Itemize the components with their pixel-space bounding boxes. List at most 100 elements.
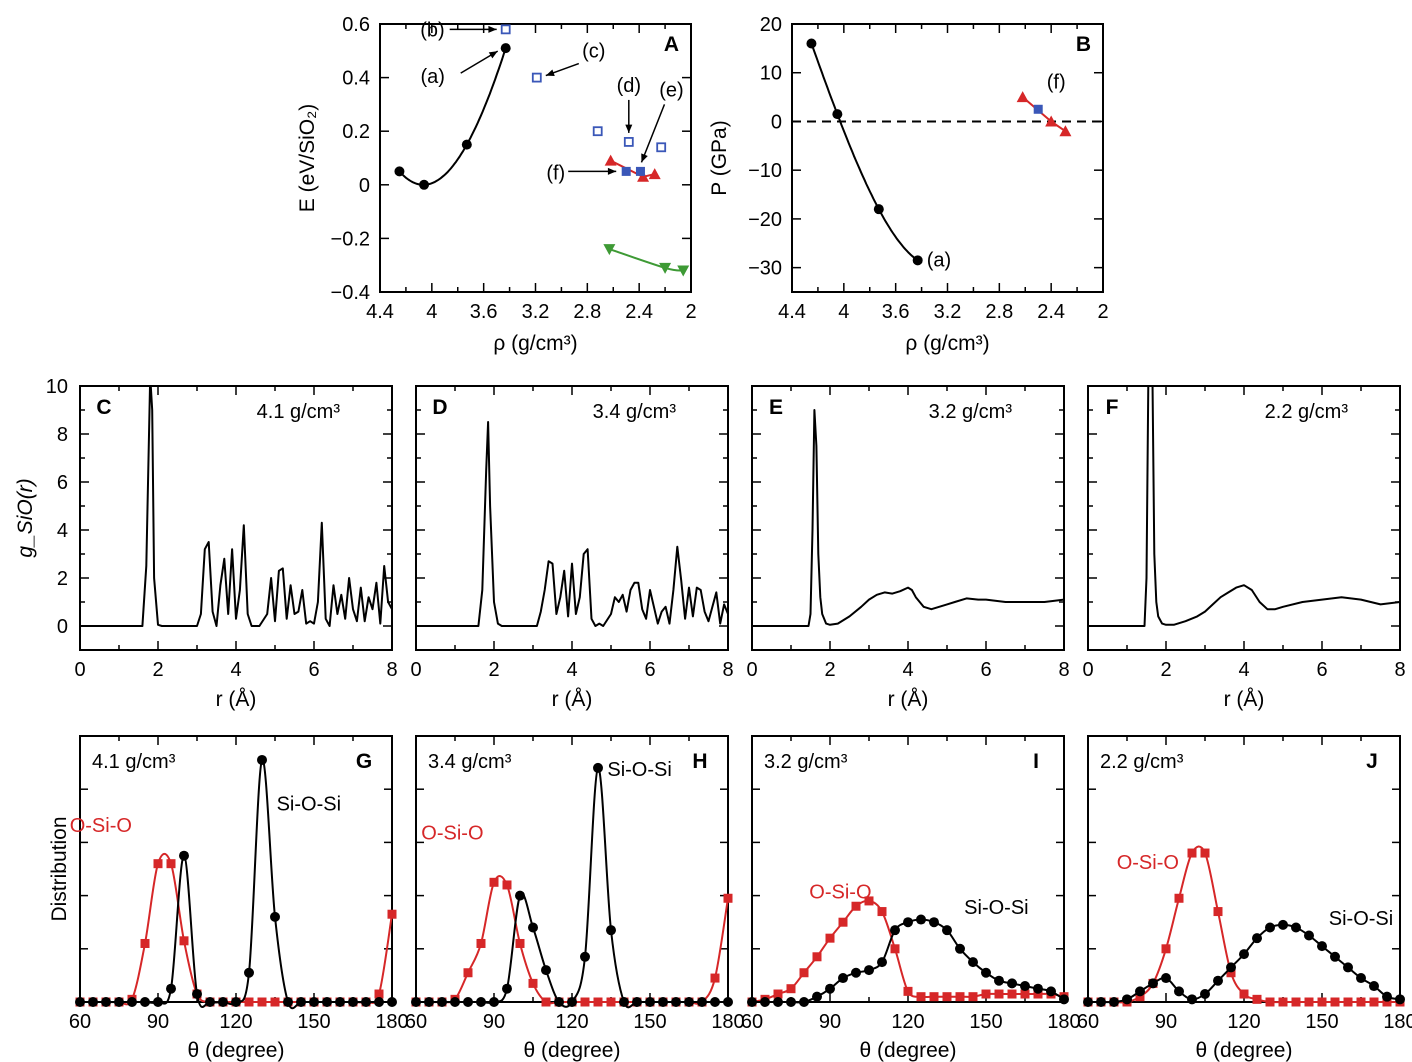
x-axis-label: r (Å): [216, 688, 257, 711]
y-tick-label: 10: [760, 63, 782, 85]
data-point: [309, 997, 319, 1007]
x-tick-label: 3.6: [470, 301, 498, 323]
data-point: [1317, 941, 1327, 952]
data-point: [1239, 949, 1249, 960]
data-point: [463, 968, 473, 978]
x-tick-label: 0: [74, 659, 85, 681]
data-point: [1161, 973, 1171, 984]
data-point: [981, 967, 991, 978]
y-tick-label: −10: [748, 160, 782, 182]
data-point: [697, 997, 707, 1007]
data-point: [515, 890, 525, 901]
data-point: [1252, 933, 1262, 944]
density-label: 4.1 g/cm³: [92, 751, 176, 773]
y-axis-label: g_SiO(r): [14, 478, 37, 557]
density-label: 4.1 g/cm³: [257, 401, 341, 423]
rdf-curve-group: [752, 409, 1064, 627]
x-tick-label: 2: [488, 659, 499, 681]
data-point: [476, 997, 486, 1007]
panel-label: B: [1076, 33, 1091, 56]
data-point: [916, 914, 926, 925]
data-point: [710, 973, 720, 983]
x-tick-label: 150: [969, 1011, 1002, 1033]
data-point: [489, 997, 499, 1007]
data-point: [1135, 986, 1145, 997]
data-point: [101, 997, 111, 1007]
data-point: [1174, 893, 1184, 903]
data-point: [773, 997, 783, 1007]
panel-c: 0 2 4 6 8 0 2 4 6 8 10 g_SiO(r)r (Å) C 4.1 g/cm³: [14, 376, 398, 711]
data-point: [593, 762, 603, 773]
data-point: [1265, 922, 1275, 933]
x-axis-label: θ (degree): [524, 1039, 621, 1062]
x-tick-label: 120: [219, 1011, 252, 1033]
x-tick-label: 4: [566, 659, 577, 681]
series-line: [415, 875, 729, 1005]
x-axis-label: θ (degree): [860, 1039, 957, 1062]
data-point: [1330, 997, 1340, 1007]
data-point: [502, 880, 512, 890]
data-point: [912, 255, 923, 266]
y-tick-label: 6: [57, 472, 68, 494]
series-label: O-Si-O: [421, 823, 483, 845]
x-tick-label: 120: [555, 1011, 588, 1033]
data-point: [619, 997, 629, 1007]
data-point: [606, 925, 616, 936]
fit-curve: [810, 43, 919, 262]
data-point: [1148, 978, 1158, 989]
data-point: [877, 907, 887, 917]
data-point: [1046, 986, 1056, 997]
series-line: [79, 758, 392, 1010]
data-point: [476, 938, 486, 948]
data-point: [838, 917, 848, 927]
y-tick-label: −30: [748, 258, 782, 280]
data-point: [890, 925, 900, 936]
data-point: [1033, 983, 1043, 994]
data-point: [322, 997, 332, 1007]
panel-d: 0 2 4 6 8 r (Å) D 3.4 g/cm³: [410, 385, 734, 711]
x-tick-label: 8: [386, 659, 397, 681]
y-tick-label: −20: [748, 209, 782, 231]
data-point: [929, 992, 939, 1002]
data-point: [1109, 997, 1119, 1007]
data-point: [1020, 989, 1030, 999]
panel-i: 60 90 120 150 180 θ (degree) 3.2 g/cm³ I O-Si-O S…: [741, 735, 1081, 1062]
data-point: [1020, 981, 1030, 992]
data-point: [531, 72, 542, 83]
y-tick-label: −0.2: [331, 228, 370, 250]
data-point: [244, 997, 254, 1007]
data-point: [580, 997, 590, 1007]
data-point: [942, 925, 952, 936]
data-point: [825, 933, 835, 943]
x-tick-label: 180: [375, 1011, 408, 1033]
data-point: [760, 997, 770, 1007]
data-point: [1007, 989, 1017, 999]
data-point: [677, 265, 690, 277]
arrow-head: [545, 69, 555, 77]
x-tick-label: 2.4: [1037, 301, 1065, 323]
panel-h: 60 90 120 150 180 θ (degree) 3.4 g/cm³ H O-Si-O S…: [405, 735, 745, 1062]
arrow-head: [625, 124, 633, 133]
data-point: [799, 968, 809, 978]
x-tick-label: 4: [1238, 659, 1249, 681]
density-label: 2.2 g/cm³: [1100, 751, 1184, 773]
data-point: [955, 943, 965, 954]
series-line: [610, 159, 655, 178]
data-point: [461, 139, 472, 150]
data-point: [838, 973, 848, 984]
x-axis-label: ρ (g/cm³): [493, 332, 577, 355]
plot-frame: [415, 735, 729, 1003]
data-point: [127, 997, 137, 1007]
x-tick-label: 180: [1047, 1011, 1080, 1033]
data-point: [832, 109, 843, 120]
data-point: [877, 957, 887, 968]
panel-label: C: [96, 396, 111, 419]
panel-label: J: [1366, 750, 1378, 773]
data-point: [374, 989, 384, 999]
series-label: Si-O-Si: [277, 793, 341, 815]
data-point: [825, 983, 835, 994]
data-point: [903, 986, 913, 996]
data-point: [1033, 989, 1043, 999]
x-tick-label: 180: [1383, 1011, 1412, 1033]
